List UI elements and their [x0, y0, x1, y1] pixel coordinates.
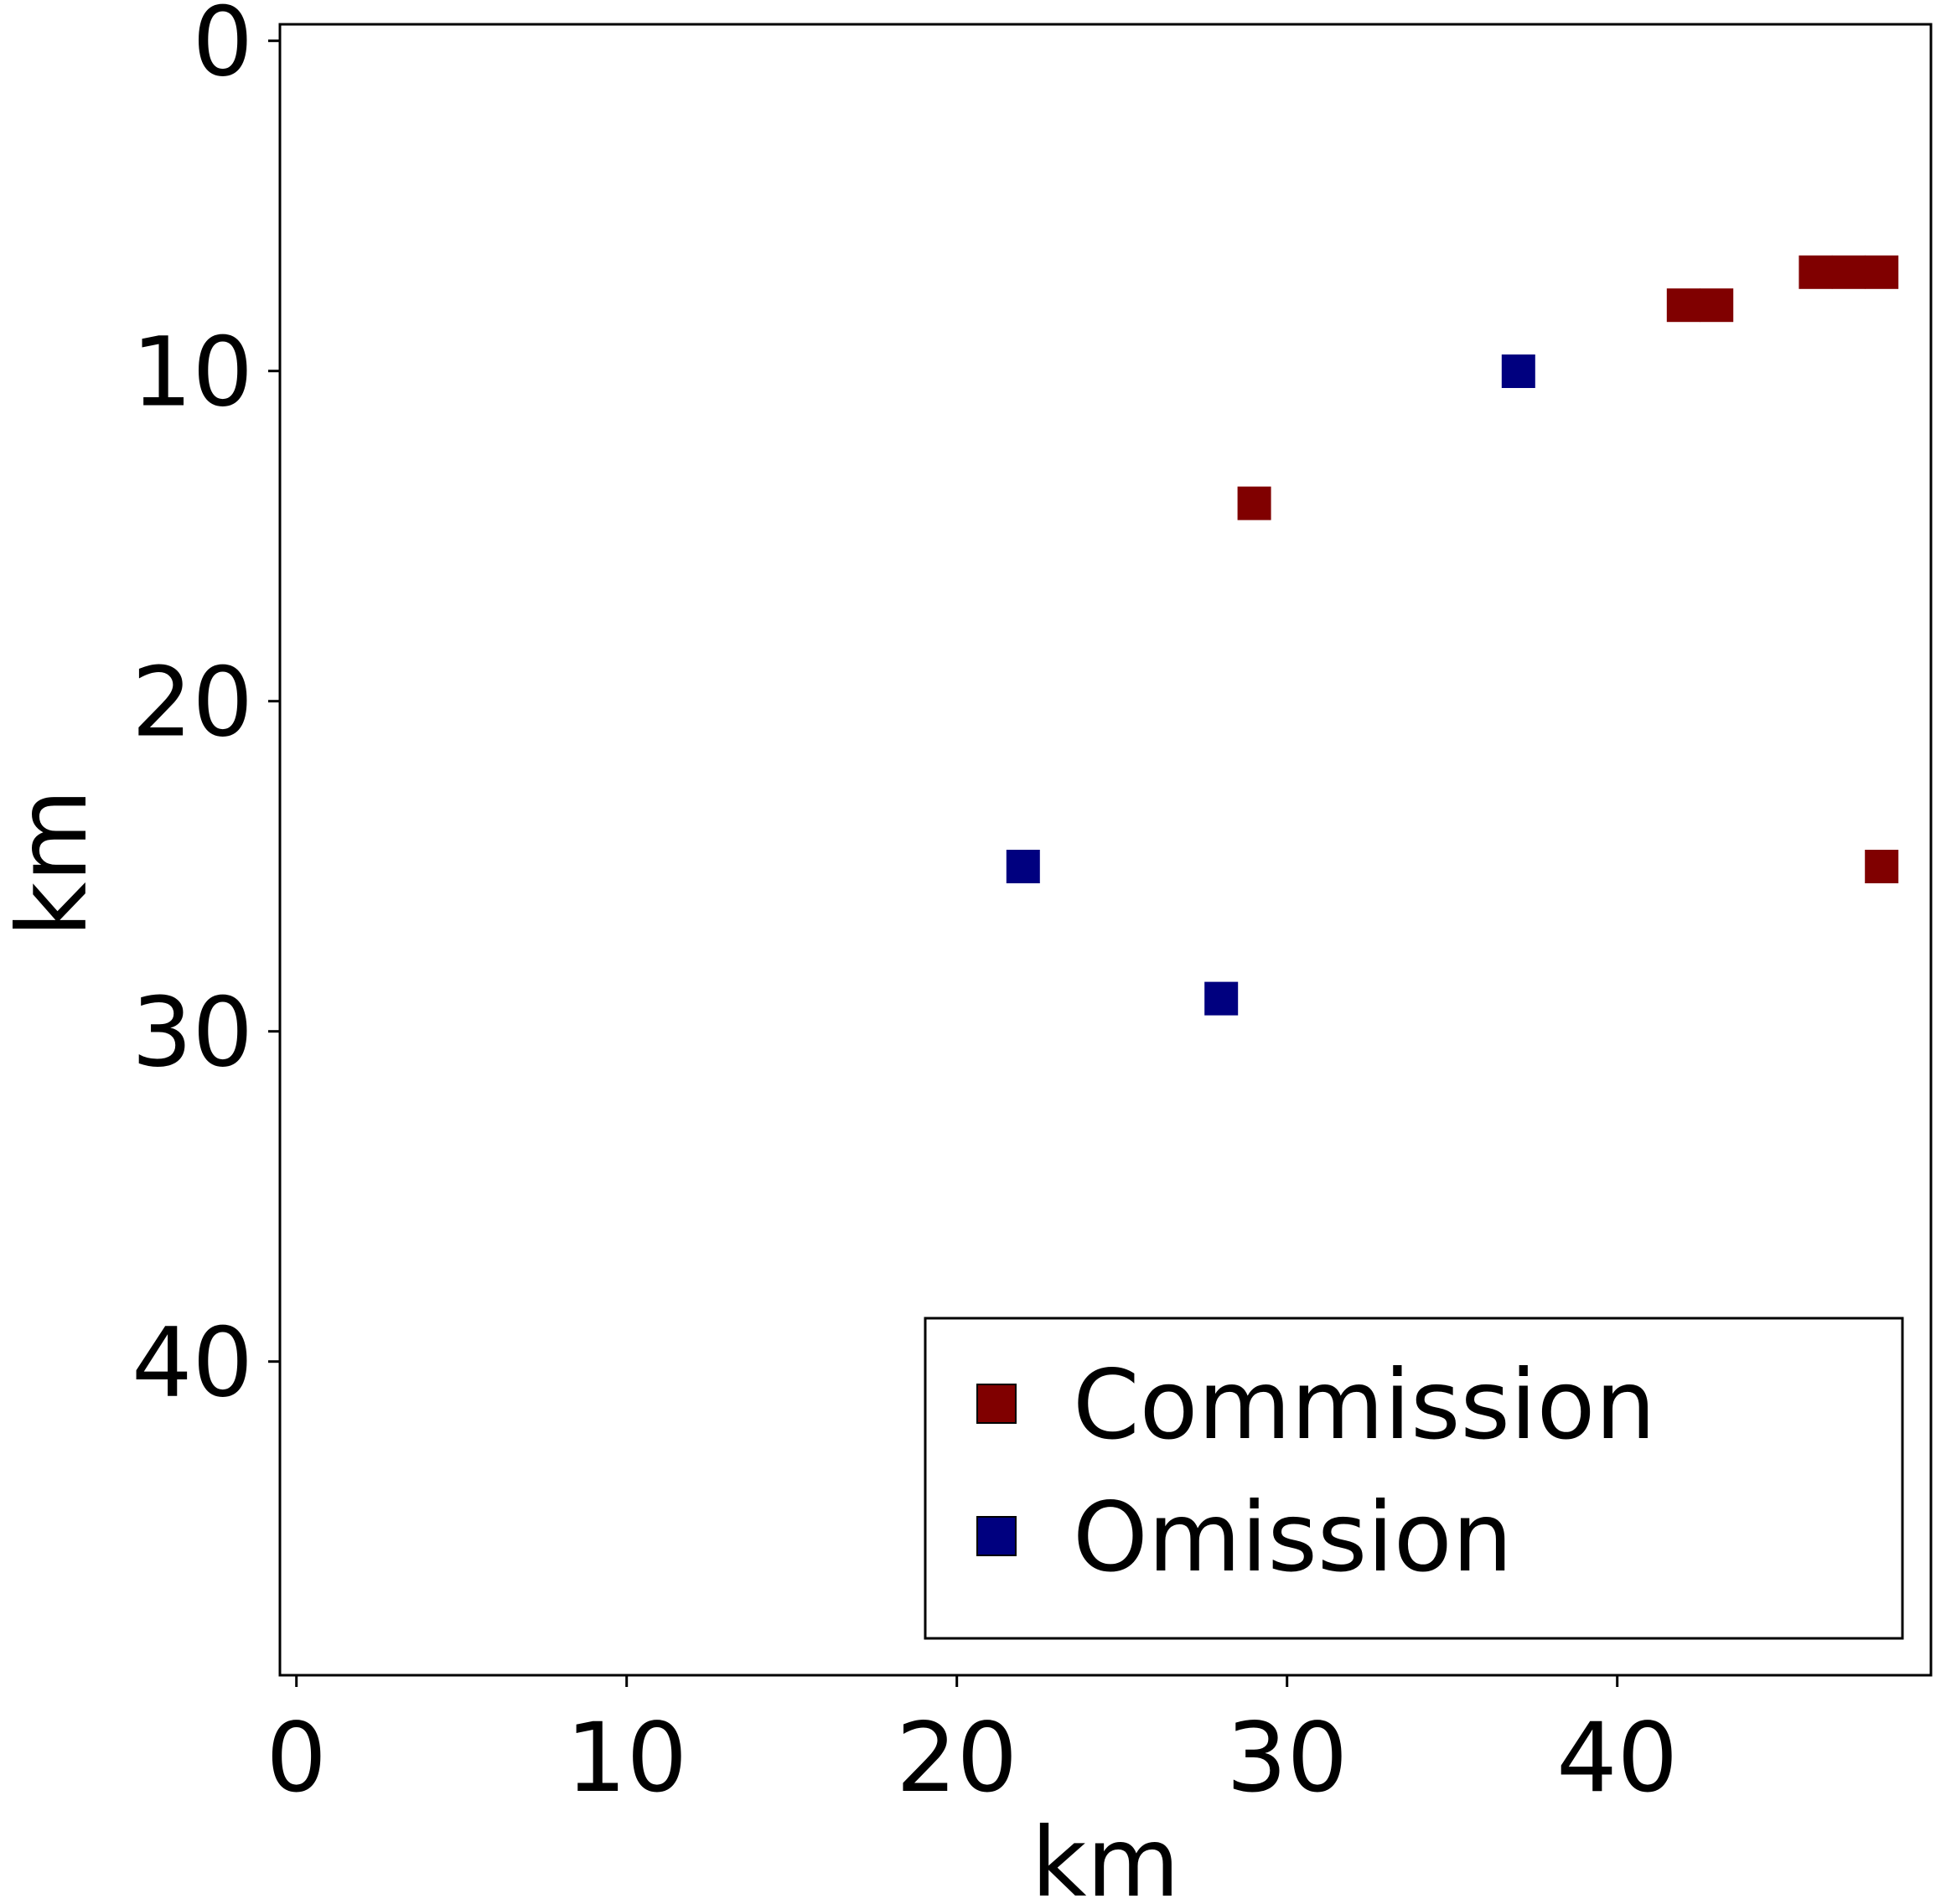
data-cells — [1006, 255, 1899, 1016]
cell-commission-4 — [1831, 255, 1866, 289]
x-tick-label: 20 — [896, 1702, 1017, 1813]
cell-commission-1 — [1666, 288, 1700, 323]
y-tick-label: 10 — [132, 317, 253, 428]
cell-commission-3 — [1799, 255, 1833, 289]
x-tick-label: 0 — [266, 1702, 327, 1813]
x-axis: 0 10 20 30 40 — [266, 1675, 1678, 1813]
y-tick-label: 40 — [132, 1307, 253, 1419]
legend-label-commission: Commission — [1073, 1349, 1656, 1461]
y-axis: 0 10 20 30 40 — [132, 0, 280, 1419]
legend-swatch-commission — [976, 1384, 1017, 1424]
y-tick-label: 20 — [132, 647, 253, 758]
legend-swatch-omission — [976, 1516, 1017, 1556]
y-tick-label: 0 — [192, 0, 253, 98]
cell-omission-2 — [1204, 981, 1239, 1016]
legend: Commission Omission — [924, 1317, 1904, 1640]
legend-label-omission: Omission — [1073, 1482, 1513, 1593]
x-axis-title: km — [1031, 1807, 1179, 1904]
y-axis-title: km — [0, 789, 108, 937]
cell-omission-0 — [1501, 354, 1535, 388]
cell-commission-6 — [1865, 850, 1899, 883]
plot-frame — [278, 23, 1933, 1677]
legend-frame — [924, 1317, 1904, 1640]
x-tick-label: 40 — [1556, 1702, 1678, 1813]
cell-commission-0 — [1237, 486, 1271, 520]
x-tick-label: 10 — [566, 1702, 687, 1813]
cell-commission-2 — [1700, 288, 1734, 323]
cell-omission-1 — [1006, 850, 1040, 883]
y-tick-label: 30 — [132, 977, 253, 1089]
cell-commission-5 — [1865, 255, 1899, 289]
x-tick-label: 30 — [1226, 1702, 1348, 1813]
